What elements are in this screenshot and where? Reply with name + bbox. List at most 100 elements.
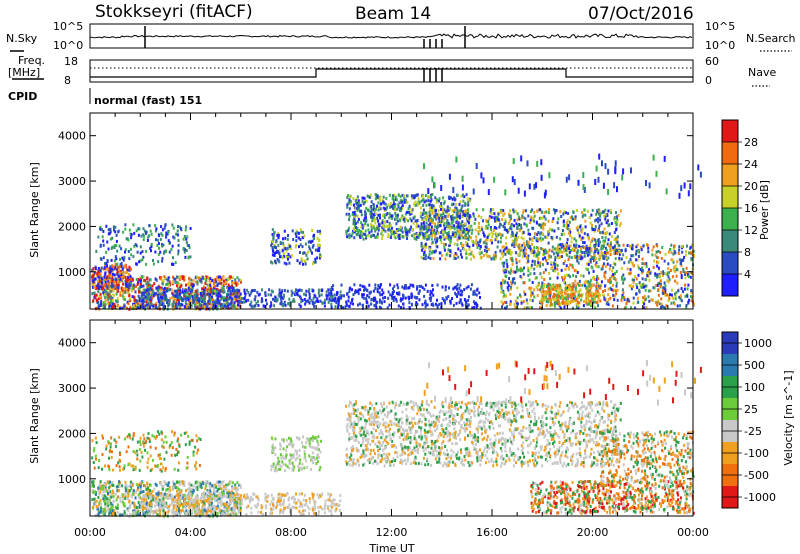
echo-cell bbox=[514, 251, 517, 255]
echo-cell bbox=[439, 205, 441, 208]
echo-cell bbox=[691, 272, 694, 276]
echo-cell bbox=[631, 261, 634, 265]
echo-cell bbox=[220, 289, 223, 293]
echo-cell bbox=[267, 293, 270, 297]
echo-cell bbox=[416, 296, 419, 299]
echo-cell bbox=[651, 253, 654, 257]
echo-cell bbox=[529, 293, 532, 297]
echo-cell bbox=[113, 302, 116, 306]
echo-cell bbox=[176, 284, 178, 288]
echo-cell bbox=[491, 235, 494, 238]
echo-cell bbox=[210, 285, 213, 289]
echo-cell bbox=[613, 231, 616, 234]
echo-cell bbox=[401, 297, 404, 301]
echo-cell bbox=[514, 281, 516, 285]
echo-cell bbox=[413, 236, 416, 240]
echo-cell bbox=[110, 295, 112, 299]
echo-cell bbox=[291, 291, 294, 295]
echo-cell bbox=[421, 248, 423, 252]
echo-cell bbox=[551, 220, 554, 223]
echo-cell bbox=[595, 240, 597, 244]
echo-cell bbox=[518, 252, 520, 256]
echo-cell bbox=[483, 241, 486, 245]
echo-cell bbox=[104, 283, 106, 287]
echo-cell bbox=[593, 229, 596, 233]
echo-cell bbox=[121, 287, 124, 291]
echo-cell bbox=[424, 301, 426, 305]
echo-cell bbox=[217, 301, 220, 305]
echo-cell bbox=[552, 217, 555, 221]
echo-cell bbox=[135, 304, 138, 308]
echo-cell bbox=[500, 281, 503, 285]
echo-cell bbox=[445, 296, 448, 300]
echo-cell bbox=[200, 298, 203, 302]
echo-cell bbox=[542, 298, 545, 302]
echo-cell bbox=[567, 267, 570, 271]
echo-cell bbox=[423, 294, 426, 298]
echo-cell bbox=[239, 297, 242, 301]
echo-cell bbox=[356, 226, 359, 230]
echo-cell bbox=[550, 255, 553, 259]
freq-tick-top: 18 bbox=[64, 55, 78, 68]
echo-cell bbox=[137, 306, 140, 310]
echo-cell bbox=[596, 289, 599, 293]
echo-cell bbox=[517, 187, 520, 194]
echo-cell bbox=[583, 251, 586, 255]
echo-cell bbox=[535, 285, 538, 289]
echo-cell bbox=[154, 250, 157, 254]
echo-cell bbox=[451, 231, 454, 235]
echo-cell bbox=[637, 254, 640, 258]
echo-cell bbox=[474, 217, 477, 221]
echo-cell bbox=[583, 241, 586, 245]
echo-cell bbox=[459, 283, 462, 287]
echo-cell bbox=[606, 242, 609, 246]
echo-cell bbox=[93, 271, 96, 275]
echo-cell bbox=[373, 303, 376, 307]
echo-cell bbox=[217, 282, 220, 286]
echo-cell bbox=[138, 304, 141, 308]
echo-cell bbox=[613, 244, 616, 248]
echo-cell bbox=[666, 293, 668, 297]
echo-cell bbox=[507, 221, 510, 225]
echo-cell bbox=[111, 267, 114, 271]
echo-cell bbox=[506, 281, 509, 285]
echo-cell bbox=[399, 195, 402, 199]
echo-cell bbox=[282, 237, 284, 241]
echo-cell bbox=[229, 286, 232, 289]
echo-cell bbox=[212, 304, 215, 308]
echo-cell bbox=[220, 302, 223, 306]
echo-cell bbox=[619, 209, 622, 213]
echo-cell bbox=[475, 163, 478, 169]
echo-cell bbox=[416, 219, 419, 222]
echo-cell bbox=[149, 287, 152, 290]
echo-cell bbox=[530, 237, 533, 241]
echo-cell bbox=[300, 235, 303, 239]
echo-cell bbox=[421, 194, 424, 198]
echo-cell bbox=[550, 284, 553, 288]
echo-cell bbox=[462, 224, 465, 227]
echo-cell bbox=[500, 286, 503, 290]
echo-cell bbox=[453, 196, 456, 200]
echo-cell bbox=[456, 193, 459, 197]
echo-cell bbox=[137, 303, 140, 307]
echo-cell bbox=[451, 215, 454, 219]
echo-cell bbox=[187, 244, 190, 248]
echo-cell bbox=[405, 227, 407, 231]
echo-cell bbox=[177, 302, 180, 306]
echo-cell bbox=[166, 287, 169, 291]
echo-cell bbox=[482, 253, 485, 257]
echo-cell bbox=[217, 291, 220, 295]
echo-cell bbox=[635, 249, 638, 253]
echo-cell bbox=[587, 298, 590, 302]
echo-cell bbox=[494, 257, 497, 261]
echo-cell bbox=[482, 219, 484, 223]
echo-cell bbox=[667, 267, 670, 271]
echo-cell bbox=[203, 289, 206, 293]
echo-cell bbox=[374, 221, 377, 225]
echo-cell bbox=[142, 298, 145, 302]
echo-cell bbox=[656, 273, 659, 277]
echo-cell bbox=[188, 288, 191, 292]
echo-cell bbox=[444, 301, 446, 305]
echo-cell bbox=[227, 293, 230, 297]
echo-cell bbox=[365, 234, 367, 238]
